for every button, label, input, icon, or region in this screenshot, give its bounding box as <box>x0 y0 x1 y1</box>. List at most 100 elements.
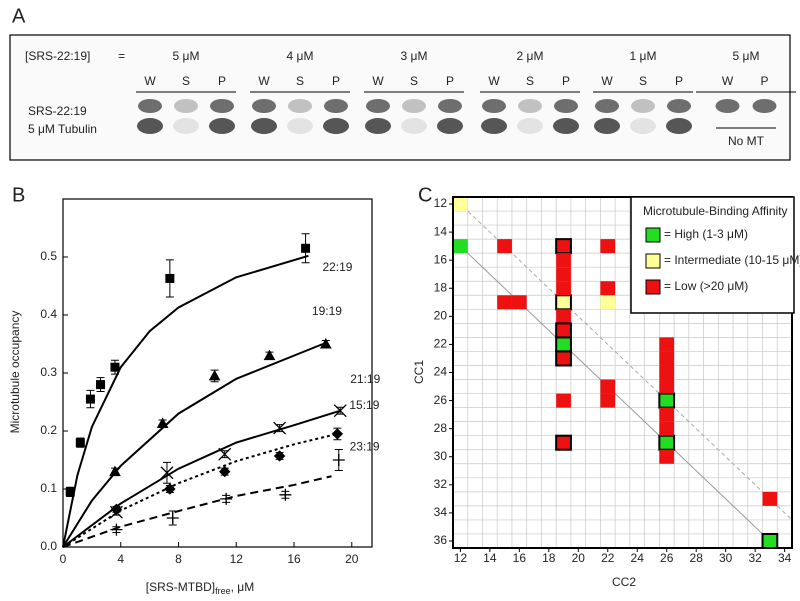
y-tick-label: 12 <box>434 196 448 210</box>
x-title-part: , μM <box>231 580 255 594</box>
x-title-sub: free <box>215 586 231 596</box>
cell <box>659 337 675 352</box>
x-tick-label: 28 <box>690 551 704 565</box>
gel-band <box>401 118 427 134</box>
marker <box>166 512 179 524</box>
gel-band <box>481 118 507 134</box>
gel-band <box>252 99 276 113</box>
marker <box>208 369 221 381</box>
gel-band <box>324 99 348 113</box>
gel-band <box>138 99 162 113</box>
cell <box>555 322 572 339</box>
cell <box>600 393 616 408</box>
lane-label: P <box>218 74 226 88</box>
gel-band <box>137 118 163 134</box>
marker <box>110 523 123 536</box>
x-tick-label: 32 <box>748 551 762 565</box>
marker <box>164 483 176 495</box>
y-tick-label: 0.3 <box>40 365 57 379</box>
y-tick-label: 0.1 <box>40 481 57 495</box>
marker <box>85 394 95 404</box>
cell <box>555 238 572 255</box>
legend-label: = High (1-3 μM) <box>664 227 748 241</box>
marker <box>263 349 276 361</box>
x-tick-label: 12 <box>230 552 244 566</box>
x-tick-label: 18 <box>542 551 556 565</box>
cell <box>658 392 676 409</box>
fit-line <box>62 343 324 548</box>
gel-frame <box>9 34 791 161</box>
y-tick-label: 24 <box>434 365 448 379</box>
marker <box>273 421 287 435</box>
series-label: 15:19 <box>349 398 379 412</box>
x-tick-label: 16 <box>287 552 301 566</box>
lane-label: W <box>144 74 156 88</box>
cell <box>556 281 571 296</box>
marker <box>273 450 286 462</box>
gel-band <box>402 99 426 113</box>
cell <box>659 351 675 366</box>
cell <box>453 197 468 212</box>
lane-label: S <box>296 74 304 88</box>
band-label: SRS-22:19 <box>28 104 87 118</box>
panel-label: A <box>12 5 26 27</box>
marker <box>109 465 121 477</box>
marker <box>160 466 174 480</box>
panel-label: C <box>418 184 432 206</box>
x-tick-label: 14 <box>483 551 497 565</box>
x-tick-label: 20 <box>572 551 586 565</box>
lane-label: W <box>258 74 270 88</box>
lane-label: W <box>601 74 613 88</box>
x-axis-title: [SRS-MTBD]free, μM <box>146 580 254 596</box>
gel-note: No MT <box>728 134 765 148</box>
cell <box>761 532 779 550</box>
gel-band <box>667 99 691 113</box>
gel-band <box>287 118 313 134</box>
marker <box>65 487 75 497</box>
cell <box>659 365 675 380</box>
y-tick-label: 0.2 <box>40 423 57 437</box>
concentration-label: 1 μM <box>630 49 657 63</box>
x-tick-label: 4 <box>117 552 124 566</box>
cell <box>659 407 675 422</box>
lane-label: P <box>446 74 454 88</box>
marker <box>319 337 332 349</box>
band-label: 5 μM Tubulin <box>28 122 97 136</box>
legend-swatch <box>645 279 661 295</box>
concentration-label: 5 μM <box>173 49 200 63</box>
gel-band <box>437 118 463 134</box>
concentration-label: 4 μM <box>287 49 314 63</box>
x-tick-label: 30 <box>719 551 733 565</box>
y-tick-label: 18 <box>434 280 448 294</box>
series-label: 19:19 <box>312 304 342 318</box>
concentration-label: 2 μM <box>517 49 544 63</box>
series-label: 22:19 <box>322 260 352 274</box>
marker <box>301 243 311 253</box>
lane-label: P <box>760 74 768 88</box>
cell <box>497 239 512 254</box>
concentration-label: 3 μM <box>401 49 428 63</box>
x-tick-label: 0 <box>60 552 67 566</box>
cell <box>600 239 616 254</box>
gel-band <box>209 118 235 134</box>
y-tick-label: 32 <box>434 477 448 491</box>
gel-band <box>210 99 234 113</box>
x-tick-label: 24 <box>631 551 645 565</box>
fit-line <box>62 432 338 548</box>
cell <box>658 434 676 451</box>
panel-label: B <box>12 184 25 206</box>
marker <box>220 492 233 505</box>
marker <box>156 417 169 428</box>
legend-title: Microtubule-Binding Affinity <box>643 204 788 218</box>
cell <box>600 295 616 310</box>
cell <box>762 491 778 506</box>
y-tick-label: 26 <box>434 393 448 407</box>
gel-band <box>251 118 277 134</box>
gel-band <box>630 118 656 134</box>
cell <box>555 294 572 311</box>
lane-label: S <box>410 74 418 88</box>
gel-band <box>365 118 391 134</box>
gel-band <box>595 99 619 113</box>
x-tick-label: 20 <box>345 552 359 566</box>
gel-band <box>666 118 692 134</box>
